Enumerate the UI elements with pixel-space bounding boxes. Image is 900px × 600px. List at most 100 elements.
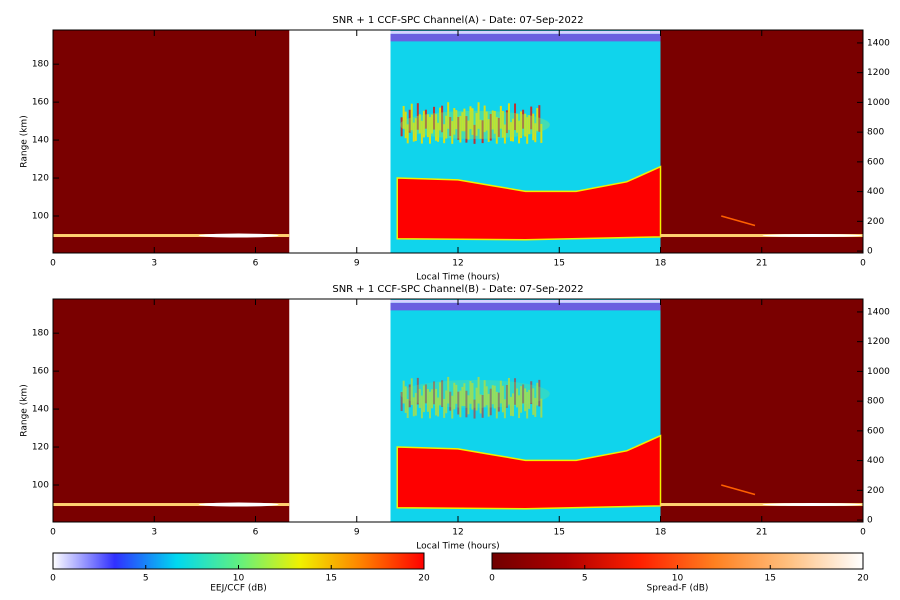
echo bbox=[520, 111, 523, 139]
echo bbox=[463, 108, 466, 132]
night-band bbox=[660, 234, 863, 238]
top-edge bbox=[390, 299, 661, 303]
echo bbox=[522, 109, 525, 129]
echo bbox=[455, 384, 458, 404]
echo bbox=[459, 390, 462, 418]
echo bbox=[501, 111, 504, 138]
echo bbox=[491, 385, 494, 405]
echo bbox=[445, 390, 448, 414]
night-band-core bbox=[198, 502, 279, 507]
panel-title: SNR + 1 CCF-SPC Channel(B) - Date: 07-Se… bbox=[332, 284, 583, 295]
echo bbox=[524, 388, 527, 412]
echo bbox=[412, 122, 415, 142]
y2-tick-label: 1000 bbox=[867, 98, 890, 108]
echo bbox=[534, 397, 537, 417]
echo bbox=[530, 106, 533, 130]
x-tick-label: 6 bbox=[253, 528, 259, 538]
echo bbox=[491, 110, 494, 130]
echo bbox=[483, 105, 486, 133]
echo bbox=[447, 102, 450, 129]
colorbar-tick-label: 15 bbox=[326, 574, 337, 584]
echo bbox=[420, 395, 423, 419]
night-band bbox=[53, 234, 290, 238]
y2-tick-label: 1400 bbox=[867, 307, 890, 317]
echo bbox=[408, 384, 411, 408]
echo bbox=[518, 120, 521, 144]
x-tick-label: 9 bbox=[354, 259, 360, 269]
y2-tick-label: 400 bbox=[867, 187, 884, 197]
echo bbox=[473, 124, 476, 144]
echo bbox=[485, 386, 488, 406]
y-axis-label: Range (km) bbox=[20, 115, 30, 167]
x-tick-label: 18 bbox=[655, 259, 667, 269]
y-tick-label: 160 bbox=[32, 367, 49, 377]
colorbar-tick-label: 0 bbox=[50, 574, 56, 584]
echo bbox=[435, 388, 438, 416]
echo bbox=[503, 399, 506, 419]
echo bbox=[404, 111, 407, 139]
y-axis-label: Range (km) bbox=[20, 384, 30, 436]
echo bbox=[487, 393, 490, 417]
x-tick-label: 21 bbox=[756, 259, 767, 269]
echo bbox=[420, 120, 423, 144]
echo bbox=[441, 380, 444, 407]
echo bbox=[512, 393, 514, 417]
y-tick-label: 140 bbox=[32, 405, 49, 415]
echo bbox=[540, 398, 543, 418]
heatmap bbox=[53, 30, 863, 253]
echo bbox=[477, 102, 480, 129]
night-band-core bbox=[762, 503, 863, 507]
echo bbox=[453, 108, 456, 135]
echo bbox=[447, 376, 450, 404]
echo bbox=[431, 389, 433, 409]
spread-f-night bbox=[660, 299, 863, 522]
echo bbox=[443, 398, 446, 418]
night-band bbox=[660, 503, 863, 507]
echo bbox=[400, 391, 403, 411]
x-tick-label: 3 bbox=[151, 259, 157, 269]
trail bbox=[721, 215, 756, 227]
echo bbox=[422, 385, 425, 413]
echo bbox=[499, 380, 502, 404]
echo bbox=[489, 113, 492, 141]
echo bbox=[441, 105, 444, 133]
x-tick-label: 18 bbox=[655, 528, 667, 538]
y2-tick-label: 400 bbox=[867, 456, 884, 466]
echo bbox=[516, 388, 519, 408]
echo bbox=[487, 119, 490, 142]
echo bbox=[495, 117, 498, 144]
echo bbox=[481, 120, 484, 144]
echo bbox=[532, 388, 535, 415]
echo bbox=[402, 105, 405, 129]
echo bbox=[465, 116, 468, 143]
night-band-core bbox=[762, 234, 863, 238]
echo bbox=[408, 109, 411, 133]
echo bbox=[473, 399, 476, 419]
echo bbox=[479, 394, 482, 414]
echo bbox=[505, 110, 508, 134]
echo bbox=[481, 395, 484, 418]
y-tick-label: 180 bbox=[32, 329, 49, 339]
colorbar-tick-label: 5 bbox=[143, 574, 149, 584]
echo bbox=[509, 396, 512, 416]
echo bbox=[526, 391, 529, 419]
echo bbox=[507, 377, 510, 405]
x-tick-label: 0 bbox=[860, 259, 866, 269]
echo bbox=[536, 108, 539, 131]
y-tick-label: 140 bbox=[32, 136, 49, 146]
y2-tick-label: 1400 bbox=[867, 38, 890, 48]
echo bbox=[404, 386, 407, 413]
echo bbox=[501, 385, 504, 413]
colorbar-tick-label: 15 bbox=[765, 574, 776, 584]
echo bbox=[451, 395, 454, 419]
echo bbox=[428, 117, 431, 144]
echo bbox=[461, 112, 464, 132]
echo bbox=[497, 392, 500, 412]
echo bbox=[538, 105, 541, 132]
echo bbox=[528, 389, 531, 409]
echo bbox=[406, 124, 409, 144]
y-tick-label: 100 bbox=[32, 480, 49, 490]
x-tick-label: 3 bbox=[151, 528, 157, 538]
x-tick-label: 12 bbox=[452, 528, 463, 538]
